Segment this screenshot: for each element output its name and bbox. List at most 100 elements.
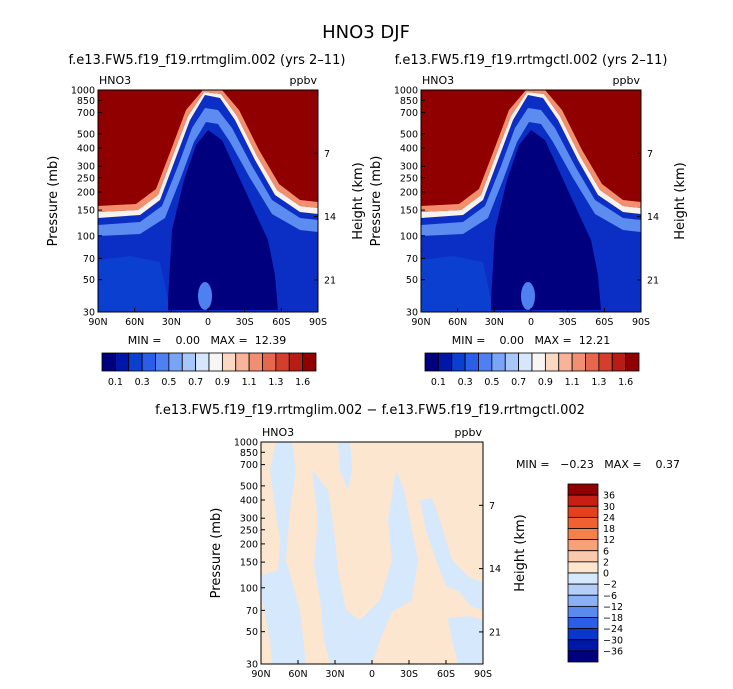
colorbar-label: 0.7 [511,377,526,388]
panel-2-title: f.e13.FW5.f19_f19.rrtmgctl.002 (yrs 2–11… [395,53,668,68]
panel-2-axes: 305070100150200250300400500700850100090N… [394,86,659,329]
colorbar-label: −24 [603,624,623,635]
panel-1-plot [98,90,318,312]
y-tick-label: 700 [400,108,418,119]
y-tick-label: 100 [77,231,95,242]
panel-3-ylabel: Pressure (mb) [209,508,224,599]
panel-2-mid-blue [421,108,641,236]
y-right-tick-label: 14 [647,212,659,223]
panel-3-ylabel-right: Height (km) [513,514,528,591]
colorbar-swatch [451,352,466,372]
colorbar-label: −36 [603,646,623,657]
panel-3-title: f.e13.FW5.f19_f19.rrtmglim.002 − f.e13.F… [155,403,585,418]
y-tick-label: 250 [240,525,258,536]
colorbar-swatch [155,352,170,372]
colorbar-swatch [437,352,453,372]
colorbar-swatch [611,352,627,372]
colorbar-label: 1.3 [268,377,283,388]
colorbar-swatch [567,583,599,596]
panel-2-ylabel-right: Height (km) [673,162,688,239]
y-tick-label: 400 [400,144,418,155]
colorbar-swatch [567,650,599,663]
x-tick-label: 30N [162,317,181,328]
panel-1-title: f.e13.FW5.f19_f19.rrtmglim.002 (yrs 2–11… [69,53,346,68]
y-tick-label: 500 [77,129,95,140]
colorbar-swatch [221,352,237,372]
panel-1-orange-band [98,90,318,212]
y-tick-label: 850 [77,96,95,107]
colorbar-swatch [195,352,210,372]
y-tick-label: 100 [400,231,418,242]
panel-2-dark-core [491,130,601,310]
y-tick-label: 850 [400,96,418,107]
y-tick-label: 400 [77,144,95,155]
y-tick-label: 300 [400,162,418,173]
colorbar-label: 12 [603,535,615,546]
colorbar-swatch [168,352,183,372]
colorbar-label: 1.3 [591,377,606,388]
panel-3-negative-region-e [448,616,483,664]
panel-1-units: ppbv [290,74,318,87]
y-tick-label: 250 [77,173,95,184]
x-tick-label: 60N [448,317,467,328]
colorbar-label: −30 [603,635,623,646]
y-tick-label: 500 [400,129,418,140]
panel-3-negative-region-c [338,442,352,490]
panel-3-variable: HNO3 [262,426,294,439]
y-tick-label: 30 [246,660,258,671]
panel-1: f.e13.FW5.f19_f19.rrtmglim.002 (yrs 2–11… [46,53,366,388]
colorbar-swatch [275,352,290,372]
colorbar-swatch [248,352,263,372]
panel-2-orange-band [421,90,641,212]
y-tick-label: 400 [240,496,258,507]
colorbar-label: 18 [603,524,615,535]
y-tick-label: 100 [240,583,258,594]
y-tick-label: 250 [400,173,418,184]
panel-3-negative-region-a [262,442,306,664]
panel-2-ylabel: Pressure (mb) [369,156,384,247]
y-tick-label: 500 [240,481,258,492]
panel-1-stats: MIN = 0.00 MAX = 12.39 [128,334,286,347]
colorbar-label: −12 [603,602,623,613]
y-right-tick-label: 7 [489,501,495,512]
colorbar-swatch [567,594,599,607]
colorbar-swatch [181,352,197,372]
panel-3-axes: 305070100150200250300400500700850100090N… [234,438,501,681]
colorbar-label: 0.9 [538,377,553,388]
y-tick-label: 70 [83,254,95,265]
colorbar-label: −2 [603,580,617,591]
x-tick-label: 60S [595,317,613,328]
colorbar-swatch [598,352,613,372]
y-right-tick-label: 21 [324,275,336,286]
colorbar-label: 0.3 [135,377,150,388]
x-tick-label: 30S [236,317,254,328]
panel-2-plot [421,90,641,312]
y-tick-label: 700 [77,108,95,119]
colorbar-label: −6 [603,591,617,602]
x-tick-label: 90S [309,317,327,328]
x-tick-label: 30N [485,317,504,328]
colorbar-swatch [567,605,599,618]
figure-title: HNO3 DJF [322,22,410,43]
panel-3-negative-region-d [420,498,483,610]
colorbar-swatch [288,352,304,372]
x-tick-label: 60N [288,669,307,680]
panel-2-variable: HNO3 [422,74,454,87]
colorbar-label: 30 [603,502,615,513]
panel-2-polar-blue [421,256,491,312]
panel-2-colorbar: 0.1 0.3 0.5 0.7 0.9 1.1 1.3 1.6 [424,352,640,388]
colorbar-label: 0.1 [431,377,446,388]
y-right-tick-label: 21 [489,627,501,638]
colorbar-swatch [567,561,599,574]
colorbar-swatch [567,539,599,552]
colorbar-label: 0.3 [458,377,473,388]
colorbar-swatch [567,628,599,641]
panel-1-mid-blue [98,108,318,236]
panel-1-white-band [98,92,318,218]
x-tick-label: 90N [251,669,270,680]
colorbar-swatch [518,352,533,372]
panel-1-surface-blob [198,282,212,310]
colorbar-swatch [464,352,479,372]
